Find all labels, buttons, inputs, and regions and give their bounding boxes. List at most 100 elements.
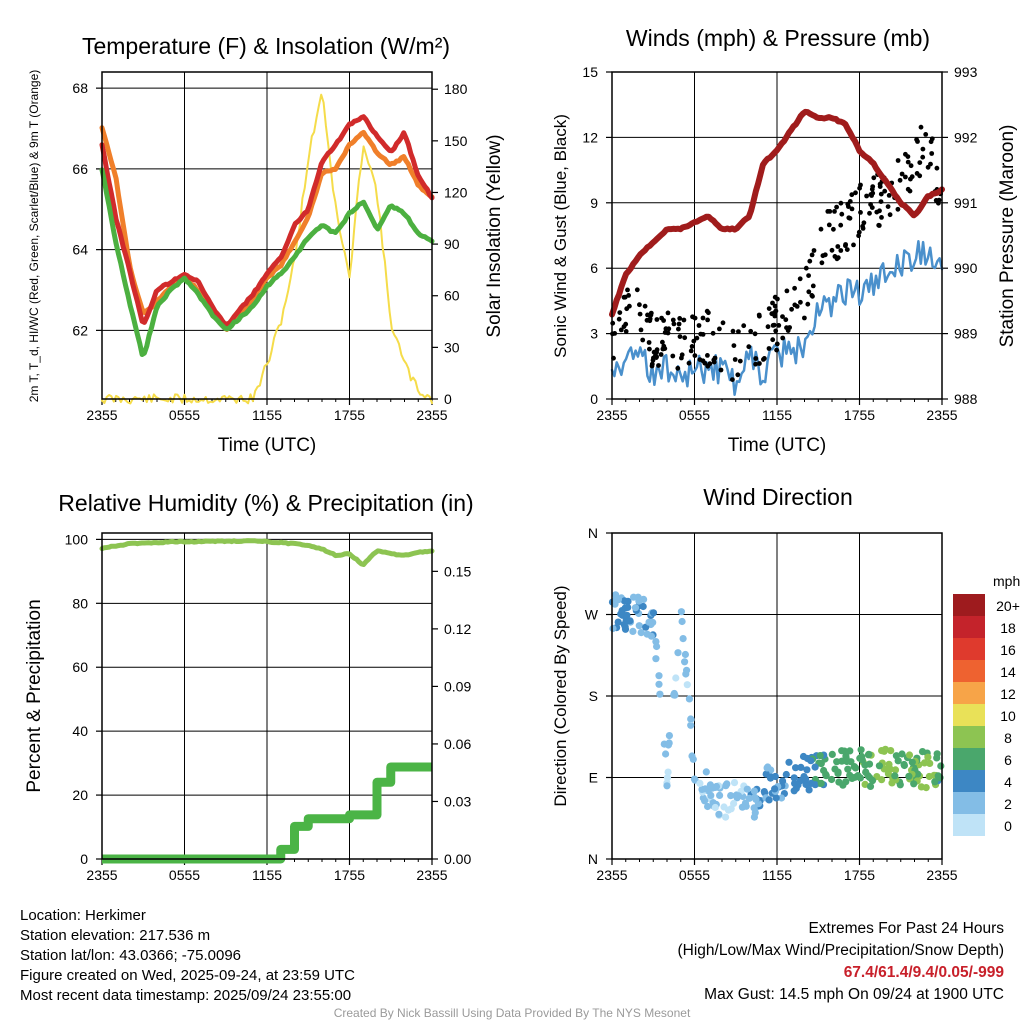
direction-point [791, 779, 799, 788]
direction-point [866, 782, 875, 791]
y-tick-label: W [585, 607, 599, 623]
gust-point [772, 303, 778, 309]
gust-point [868, 192, 874, 197]
plot-frame [101, 532, 433, 860]
direction-point [624, 603, 632, 612]
direction-point [722, 813, 730, 821]
gust-point [858, 182, 863, 188]
x-tick-label: 1155 [252, 407, 282, 423]
gust-point [646, 340, 652, 345]
direction-point [609, 624, 617, 633]
gust-point [757, 361, 762, 366]
gust-point [876, 223, 882, 228]
direction-point [811, 763, 819, 771]
gust-point [885, 204, 891, 210]
direction-point [701, 797, 709, 805]
chart-title: Temperature (F) & Insolation (W/m²) [82, 33, 450, 59]
gust-point [870, 184, 876, 190]
gust-point [867, 210, 872, 216]
direction-point [674, 649, 682, 657]
x-tick-label: 1155 [252, 867, 282, 883]
y-tick-label: 20 [72, 787, 88, 803]
y2-tick-label: 0.09 [444, 678, 471, 694]
colorbar-swatch [953, 726, 985, 748]
direction-point [678, 617, 686, 626]
direction-point [720, 803, 728, 811]
direction-point [614, 618, 622, 626]
direction-point [925, 772, 933, 781]
direction-point [637, 629, 645, 637]
direction-point [663, 774, 672, 782]
gust-point [770, 300, 775, 306]
direction-point [857, 746, 865, 754]
gust-point [877, 208, 882, 214]
y-tick-label: 6 [590, 260, 598, 276]
direction-point [885, 760, 893, 769]
direction-point [910, 780, 918, 788]
gust-point [648, 310, 654, 316]
y2-tick-label: 0.03 [444, 793, 471, 809]
colorbar-label: 20+ [996, 598, 1020, 614]
direction-point [750, 787, 759, 795]
direction-point [711, 803, 719, 812]
y2-axis-label: Station Pressure (Maroon) [997, 125, 1018, 348]
gust-point [886, 193, 892, 198]
x-tick-label: 2355 [926, 867, 957, 883]
gust-point [692, 353, 698, 358]
gust-point [923, 132, 929, 137]
gust-point [686, 360, 692, 366]
y2-tick-label: 0.00 [444, 851, 471, 867]
direction-point [905, 772, 913, 780]
gust-point [691, 338, 697, 344]
gust-point [774, 341, 780, 347]
gust-point [908, 176, 913, 182]
direction-point [881, 745, 890, 753]
gust-point [705, 353, 710, 358]
gust-point [918, 124, 924, 130]
direction-point [817, 760, 825, 768]
direction-point [896, 781, 904, 789]
station-latlon: Station lat/lon: 43.0366; -75.0096 [20, 947, 242, 964]
direction-point [839, 781, 847, 789]
plot-frame [101, 71, 433, 400]
gust-point [625, 287, 630, 293]
direction-point [764, 763, 772, 771]
gust-point [774, 347, 779, 353]
y2-tick-label: 30 [444, 339, 460, 355]
direction-point [797, 763, 805, 772]
temperature-insolation-panel: Temperature (F) & Insolation (W/m²)2355 0… [27, 33, 505, 456]
direction-point [649, 609, 658, 617]
chart-title: Winds (mph) & Pressure (mb) [626, 25, 930, 51]
direction-point [865, 750, 873, 758]
extremes-box: Extremes For Past 24 Hours (High/Low/Max… [678, 918, 1005, 1006]
gust-point [780, 314, 785, 319]
direction-point [743, 785, 751, 793]
direction-point [727, 792, 735, 800]
gust-point [933, 198, 939, 203]
gust-point [844, 247, 850, 253]
gust-point [660, 339, 665, 345]
direction-point [716, 791, 724, 800]
direction-point [785, 758, 793, 766]
direction-point [833, 758, 841, 766]
gust-point [887, 212, 893, 218]
gust-point [877, 181, 883, 187]
gust-point [897, 177, 903, 183]
gust-point [689, 344, 695, 349]
gust-point [712, 355, 718, 361]
direction-point [702, 768, 710, 776]
gust-point [838, 248, 844, 253]
gust-point [741, 323, 747, 329]
x-tick-label: 1755 [334, 867, 365, 883]
y-axis-label: Direction (Colored By Speed) [551, 585, 570, 806]
y-tick-label: 64 [72, 242, 88, 258]
gust-point [831, 226, 836, 232]
gust-point [671, 321, 677, 327]
direction-point [645, 618, 653, 626]
direction-point [816, 752, 824, 760]
gust-point [773, 328, 779, 334]
direction-point [765, 796, 773, 804]
gust-point [732, 357, 738, 362]
direction-point [652, 655, 660, 663]
